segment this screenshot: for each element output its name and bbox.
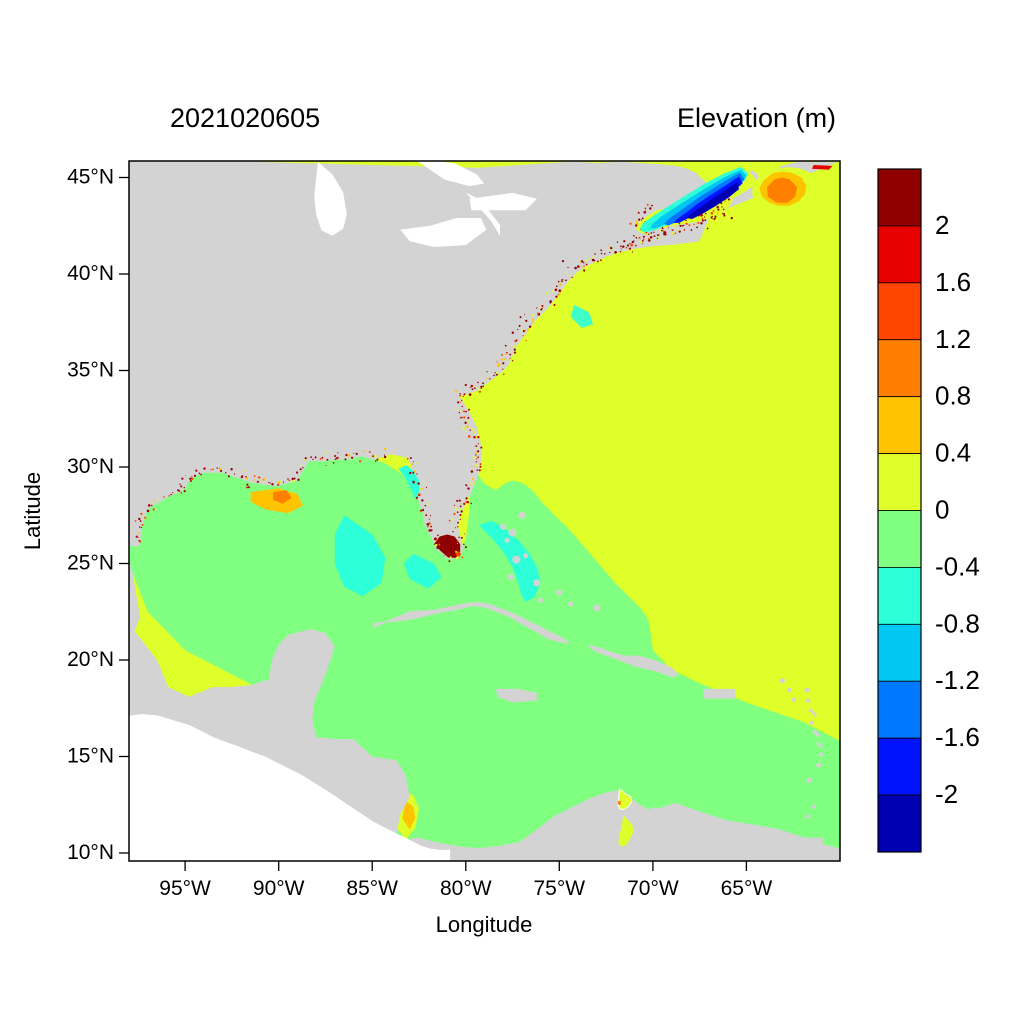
svg-text:80°W: 80°W	[440, 877, 492, 900]
svg-text:2021020605: 2021020605	[170, 103, 320, 133]
svg-text:40°N: 40°N	[67, 262, 114, 285]
svg-text:Elevation (m): Elevation (m)	[677, 103, 836, 133]
svg-text:70°W: 70°W	[627, 877, 679, 900]
svg-text:0: 0	[935, 495, 949, 525]
svg-text:45°N: 45°N	[67, 166, 114, 189]
svg-text:1.6: 1.6	[935, 267, 971, 297]
svg-text:30°N: 30°N	[67, 455, 114, 478]
svg-text:-0.8: -0.8	[935, 608, 980, 638]
svg-text:-2: -2	[935, 779, 958, 809]
svg-text:15°N: 15°N	[67, 745, 114, 768]
svg-text:2: 2	[935, 210, 949, 240]
svg-text:90°W: 90°W	[253, 877, 305, 900]
svg-text:Longitude: Longitude	[436, 912, 533, 937]
svg-text:65°W: 65°W	[721, 877, 773, 900]
svg-text:0.8: 0.8	[935, 381, 971, 411]
svg-text:1.2: 1.2	[935, 324, 971, 354]
svg-text:35°N: 35°N	[67, 359, 114, 382]
svg-text:0.4: 0.4	[935, 438, 971, 468]
svg-text:10°N: 10°N	[67, 841, 114, 864]
svg-text:20°N: 20°N	[67, 648, 114, 671]
svg-text:Latitude: Latitude	[20, 472, 45, 550]
svg-text:85°W: 85°W	[346, 877, 398, 900]
svg-text:-1.2: -1.2	[935, 665, 980, 695]
svg-text:75°W: 75°W	[534, 877, 586, 900]
svg-text:95°W: 95°W	[159, 877, 211, 900]
svg-text:-0.4: -0.4	[935, 551, 980, 581]
svg-text:25°N: 25°N	[67, 552, 114, 575]
svg-text:-1.6: -1.6	[935, 722, 980, 752]
